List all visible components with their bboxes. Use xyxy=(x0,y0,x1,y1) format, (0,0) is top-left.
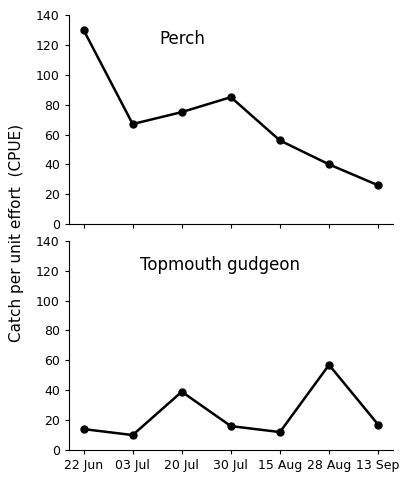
Text: Perch: Perch xyxy=(160,30,205,48)
Text: Topmouth gudgeon: Topmouth gudgeon xyxy=(140,256,300,274)
Text: Catch per unit effort  (CPUE): Catch per unit effort (CPUE) xyxy=(9,124,24,342)
